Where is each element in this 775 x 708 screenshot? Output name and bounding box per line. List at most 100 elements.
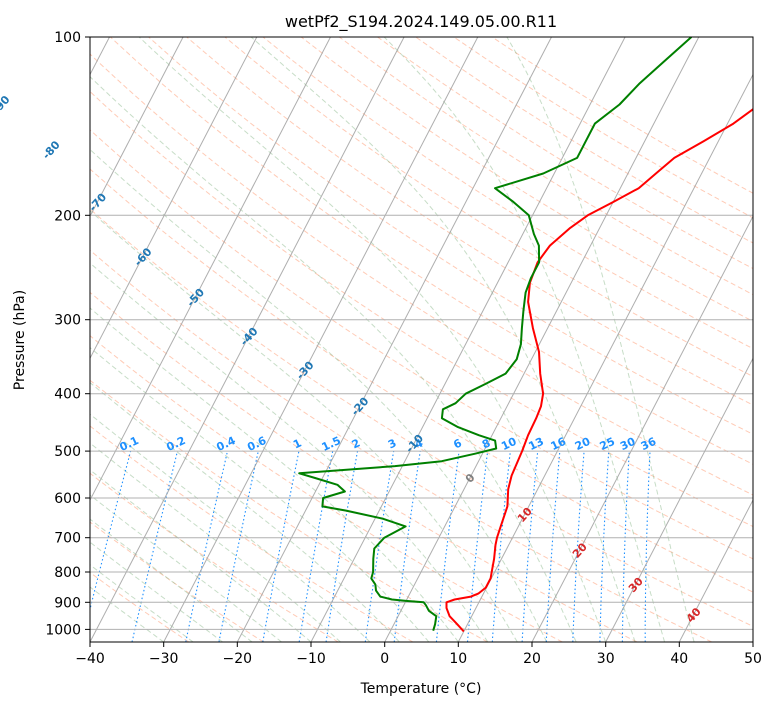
moist-adiabat xyxy=(90,469,312,642)
dry-adiabat xyxy=(224,37,753,378)
moist-adiabat xyxy=(90,564,194,642)
y-tick-label: 200 xyxy=(54,208,81,224)
isotherm-label: 10 xyxy=(515,505,535,525)
isotherm-line xyxy=(236,37,552,642)
isotherm-label: -80 xyxy=(40,138,63,162)
mixing-ratio-label: 36 xyxy=(639,435,659,453)
x-tick-label: 0 xyxy=(380,651,389,667)
dry-adiabat xyxy=(90,521,264,642)
moist-adiabat xyxy=(90,381,400,642)
moist-adiabat xyxy=(90,494,282,642)
isotherm-line xyxy=(310,37,626,642)
isotherm-line xyxy=(163,37,479,642)
moist-adiabat xyxy=(506,37,695,642)
isotherm-label: 40 xyxy=(684,605,704,625)
y-tick-label: 600 xyxy=(54,491,81,507)
dry-adiabat xyxy=(148,37,753,435)
mixing-ratio-line xyxy=(131,450,179,642)
x-tick-label: 20 xyxy=(523,651,541,667)
mixing-ratio-line xyxy=(364,451,395,642)
moist-adiabat xyxy=(90,442,341,642)
isotherm-label: -90 xyxy=(0,93,13,117)
isotherm-line xyxy=(90,37,405,642)
chart-title: wetPf2_S194.2024.149.05.00.R11 xyxy=(285,12,557,32)
mixing-ratio-line xyxy=(491,451,511,642)
isotherm-label: -40 xyxy=(238,325,261,349)
x-tick-label: 10 xyxy=(449,651,467,667)
mixing-ratio-line xyxy=(393,451,421,642)
y-tick-label: 300 xyxy=(54,313,81,329)
y-tick-label: 500 xyxy=(54,444,81,460)
mixing-ratio-line xyxy=(545,451,561,642)
mixing-ratio-label: 10 xyxy=(499,435,519,453)
mixing-ratio-line xyxy=(621,451,630,642)
temperature-profile xyxy=(445,108,753,633)
dry-adiabat xyxy=(90,291,638,642)
x-axis-label: Temperature (°C) xyxy=(360,681,482,697)
moist-adiabat xyxy=(90,541,223,642)
mixing-ratio-line xyxy=(435,451,460,642)
x-tick-label: −30 xyxy=(149,651,179,667)
mixing-ratio-line xyxy=(466,451,489,642)
isotherm-label: -60 xyxy=(132,245,155,269)
dry-adiabat xyxy=(90,425,414,642)
dry-adiabat xyxy=(90,129,753,560)
moist-adiabat xyxy=(383,37,666,642)
isotherm-line xyxy=(678,499,753,642)
dry-adiabat xyxy=(90,208,753,627)
x-tick-label: 50 xyxy=(744,651,762,667)
y-tick-label: 400 xyxy=(54,387,81,403)
isotherm-line xyxy=(90,37,258,360)
mixing-ratio-line xyxy=(521,451,539,642)
x-tick-label: −40 xyxy=(75,651,105,667)
y-tick-label: 800 xyxy=(54,565,81,581)
mixing-ratio-label: 13 xyxy=(527,435,546,453)
dewpoint-profile xyxy=(298,37,693,631)
mixing-ratio-line xyxy=(90,450,132,612)
dry-adiabat xyxy=(90,571,190,642)
moist-adiabat xyxy=(90,76,577,642)
isotherm-line xyxy=(605,357,753,642)
mixing-ratio-label: 25 xyxy=(598,435,617,453)
y-axis-label: Pressure (hPa) xyxy=(12,290,28,390)
mixing-ratio-line xyxy=(599,451,610,642)
dry-adiabat xyxy=(90,379,488,642)
isotherm-line xyxy=(457,73,753,642)
x-tick-label: 30 xyxy=(597,651,615,667)
y-tick-label: 1000 xyxy=(45,622,81,638)
isotherm-line xyxy=(90,37,331,502)
dry-adiabat xyxy=(339,37,753,296)
y-tick-label: 100 xyxy=(54,30,81,46)
isotherm-line xyxy=(384,37,700,642)
mixing-ratio-label: 1 xyxy=(291,436,303,451)
isotherm-label: -20 xyxy=(349,395,372,419)
x-tick-label: 40 xyxy=(670,651,688,667)
dry-adiabat xyxy=(90,168,753,593)
mixing-ratio-label: 20 xyxy=(573,435,593,453)
dry-adiabat xyxy=(186,37,753,406)
dry-adiabat xyxy=(90,90,753,528)
isotherm-line xyxy=(752,640,753,642)
dry-adiabat xyxy=(90,335,563,642)
mixing-ratio-label: 16 xyxy=(549,435,569,453)
isotherm-label: -30 xyxy=(294,358,317,382)
dry-adiabat xyxy=(90,53,753,496)
moist-adiabat xyxy=(250,37,636,642)
moist-adiabat xyxy=(90,148,548,642)
isotherm-line xyxy=(531,215,753,642)
plot-area: 0.10.20.40.611.52346810131620253036-100-… xyxy=(0,36,754,643)
mixing-ratio-line xyxy=(644,451,651,642)
isotherm-line xyxy=(90,37,184,218)
dry-adiabat xyxy=(415,37,753,244)
mixing-ratio-label: 6 xyxy=(451,436,464,451)
mixing-ratio-label: 30 xyxy=(618,435,638,453)
plot-frame xyxy=(89,36,754,643)
dry-adiabat xyxy=(90,249,712,642)
mixing-ratio-line xyxy=(325,451,359,642)
y-tick-label: 700 xyxy=(54,531,81,547)
dry-adiabat xyxy=(262,37,753,350)
mixing-ratio-line xyxy=(298,450,334,642)
dry-adiabat xyxy=(90,472,339,642)
dry-adiabat xyxy=(110,37,753,465)
